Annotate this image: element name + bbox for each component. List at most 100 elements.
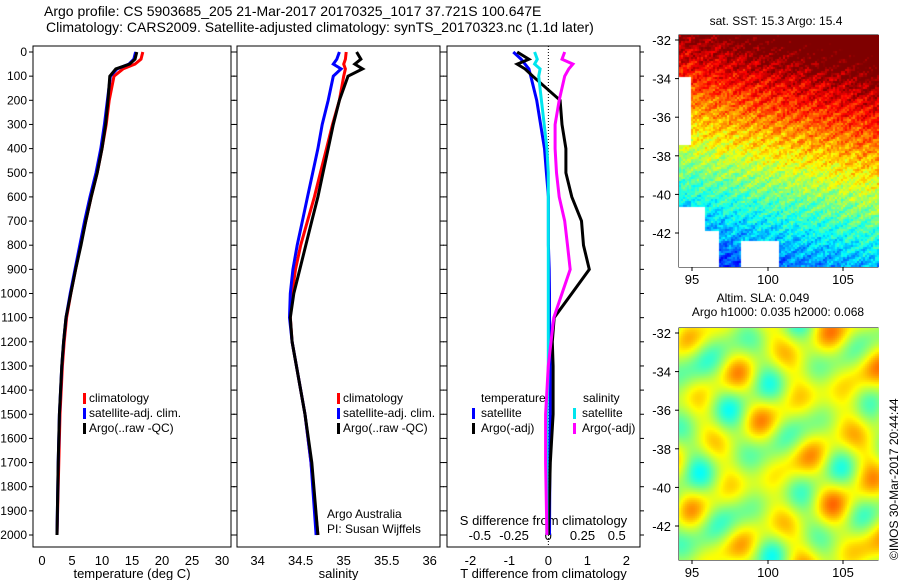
legend-title-salinity: salinity (583, 391, 620, 405)
legend-swatch (337, 393, 340, 404)
x-tick-label: -2 (465, 553, 477, 568)
legend-label: Argo(..raw -QC) (89, 421, 174, 435)
map-y-tick-label: -34 (652, 72, 671, 87)
sst-map-image (679, 35, 879, 267)
depth-tick-label: 100 (7, 69, 27, 83)
map-x-tick-label: 105 (832, 565, 854, 580)
x-tick-label: 1 (584, 553, 591, 568)
legend-label: Argo(..raw -QC) (343, 421, 428, 435)
x-tick-label: -1 (504, 553, 516, 568)
plot-frame-difference (446, 45, 641, 548)
map-y-tick-label: -38 (652, 149, 671, 164)
map-y-tick-label: -42 (652, 519, 671, 534)
map-y-tick-label: -36 (652, 110, 671, 125)
x-axis-label: T difference from climatology (460, 566, 627, 580)
depth-tick-label: 1200 (0, 335, 27, 349)
series-line-satellite-adj (55, 51, 138, 536)
legend-label: satellite-adj. clim. (343, 406, 435, 420)
depth-tick-label: 1900 (0, 504, 27, 518)
legend-title-temperature: temperature (481, 391, 546, 405)
depth-tick-label: 500 (7, 166, 27, 180)
legend-label: climatology (89, 391, 149, 405)
legend-label: satellite (582, 406, 623, 420)
depth-tick-label: 1800 (0, 480, 27, 494)
map-x-tick-label: 95 (685, 272, 699, 287)
copyright-timestamp: ©IMOS 30-Mar-2017 20:44:44 (887, 398, 900, 560)
x-axis-label: salinity (319, 566, 359, 580)
depth-tick-label: 400 (7, 142, 27, 156)
series-line-t-argo-adj- (513, 50, 591, 536)
map-y-tick-label: -42 (652, 226, 671, 241)
map-y-tick-label: -32 (652, 33, 671, 48)
map-x-tick-label: 105 (832, 272, 854, 287)
depth-tick-label: 300 (7, 117, 27, 131)
legend-label: Argo(-adj) (481, 421, 534, 435)
x-axis-label: temperature (deg C) (73, 566, 190, 580)
legend-label: climatology (343, 391, 403, 405)
legend-swatch (472, 423, 475, 434)
x-tick-label: 35 (336, 553, 350, 568)
legend-swatch (83, 408, 86, 419)
legend-swatch (573, 423, 576, 434)
x-tick-label: 34 (250, 553, 264, 568)
x-tick-label: 34.5 (288, 553, 313, 568)
legend-swatch (83, 423, 86, 434)
legend-label: satellite-adj. clim. (89, 406, 181, 420)
map-y-tick-label: -36 (652, 403, 671, 418)
legend-swatch (337, 423, 340, 434)
s-tick-label: -0.25 (499, 528, 529, 543)
x-tick-label: 0 (545, 553, 552, 568)
legend-swatch (337, 408, 340, 419)
x-tick-label: 10 (95, 553, 109, 568)
s-tick-label: -0.5 (469, 528, 491, 543)
map-x-tick-label: 100 (757, 272, 779, 287)
x-tick-label: 5 (68, 553, 75, 568)
map-x-tick-label: 95 (685, 565, 699, 580)
depth-tick-label: 800 (7, 238, 27, 252)
legend-label: satellite (481, 406, 522, 420)
figure-title-line1: Argo profile: CS 5903685_205 21-Mar-2017… (44, 3, 542, 19)
depth-tick-label: 1500 (0, 407, 27, 421)
depth-tick-label: 600 (7, 190, 27, 204)
depth-tick-label: 1100 (1, 311, 27, 325)
annotation-pi: PI: Susan Wijffels (327, 522, 421, 536)
map-x-tick-label: 100 (757, 565, 779, 580)
sla-map-title: Altim. SLA: 0.049 (717, 291, 810, 305)
depth-tick-label: 2000 (0, 528, 27, 542)
annotation-institution: Argo Australia (327, 507, 402, 521)
depth-tick-label: 1700 (0, 456, 27, 470)
plot-frame-temperature (32, 45, 232, 548)
x-tick-label: 35.5 (374, 553, 399, 568)
depth-tick-label: 900 (7, 262, 27, 276)
map-y-tick-label: -32 (652, 326, 671, 341)
x-tick-label: 20 (155, 553, 169, 568)
sla-map-image (679, 328, 879, 560)
x-tick-label: 0 (38, 553, 45, 568)
series-line-argo (288, 51, 366, 536)
legend-swatch (573, 408, 576, 419)
series-line-s-argo-adj- (544, 51, 576, 536)
map-y-tick-label: -34 (652, 365, 671, 380)
map-y-tick-label: -40 (652, 187, 671, 202)
plot-frame-salinity (236, 45, 441, 548)
legend-swatch (83, 393, 86, 404)
map-y-tick-label: -38 (652, 442, 671, 457)
depth-tick-label: 1000 (0, 287, 27, 301)
figure-title-line2: Climatology: CARS2009. Satellite-adjuste… (46, 19, 594, 35)
s-tick-label: 0.5 (608, 528, 626, 543)
x-tick-label: 36 (422, 553, 436, 568)
x-tick-label: 25 (185, 553, 199, 568)
x-tick-label: 2 (623, 553, 630, 568)
map-y-tick-label: -40 (652, 480, 671, 495)
x-tick-label: 30 (215, 553, 229, 568)
depth-tick-label: 0 (20, 45, 27, 59)
legend-swatch (472, 408, 475, 419)
depth-tick-label: 700 (7, 214, 27, 228)
depth-tick-label: 200 (7, 93, 27, 107)
s-axis-label: S difference from climatology (460, 513, 628, 528)
x-tick-label: 15 (125, 553, 139, 568)
sla-map-subtitle: Argo h1000: 0.035 h2000: 0.068 (692, 305, 864, 319)
series-line-climatology (288, 51, 348, 536)
